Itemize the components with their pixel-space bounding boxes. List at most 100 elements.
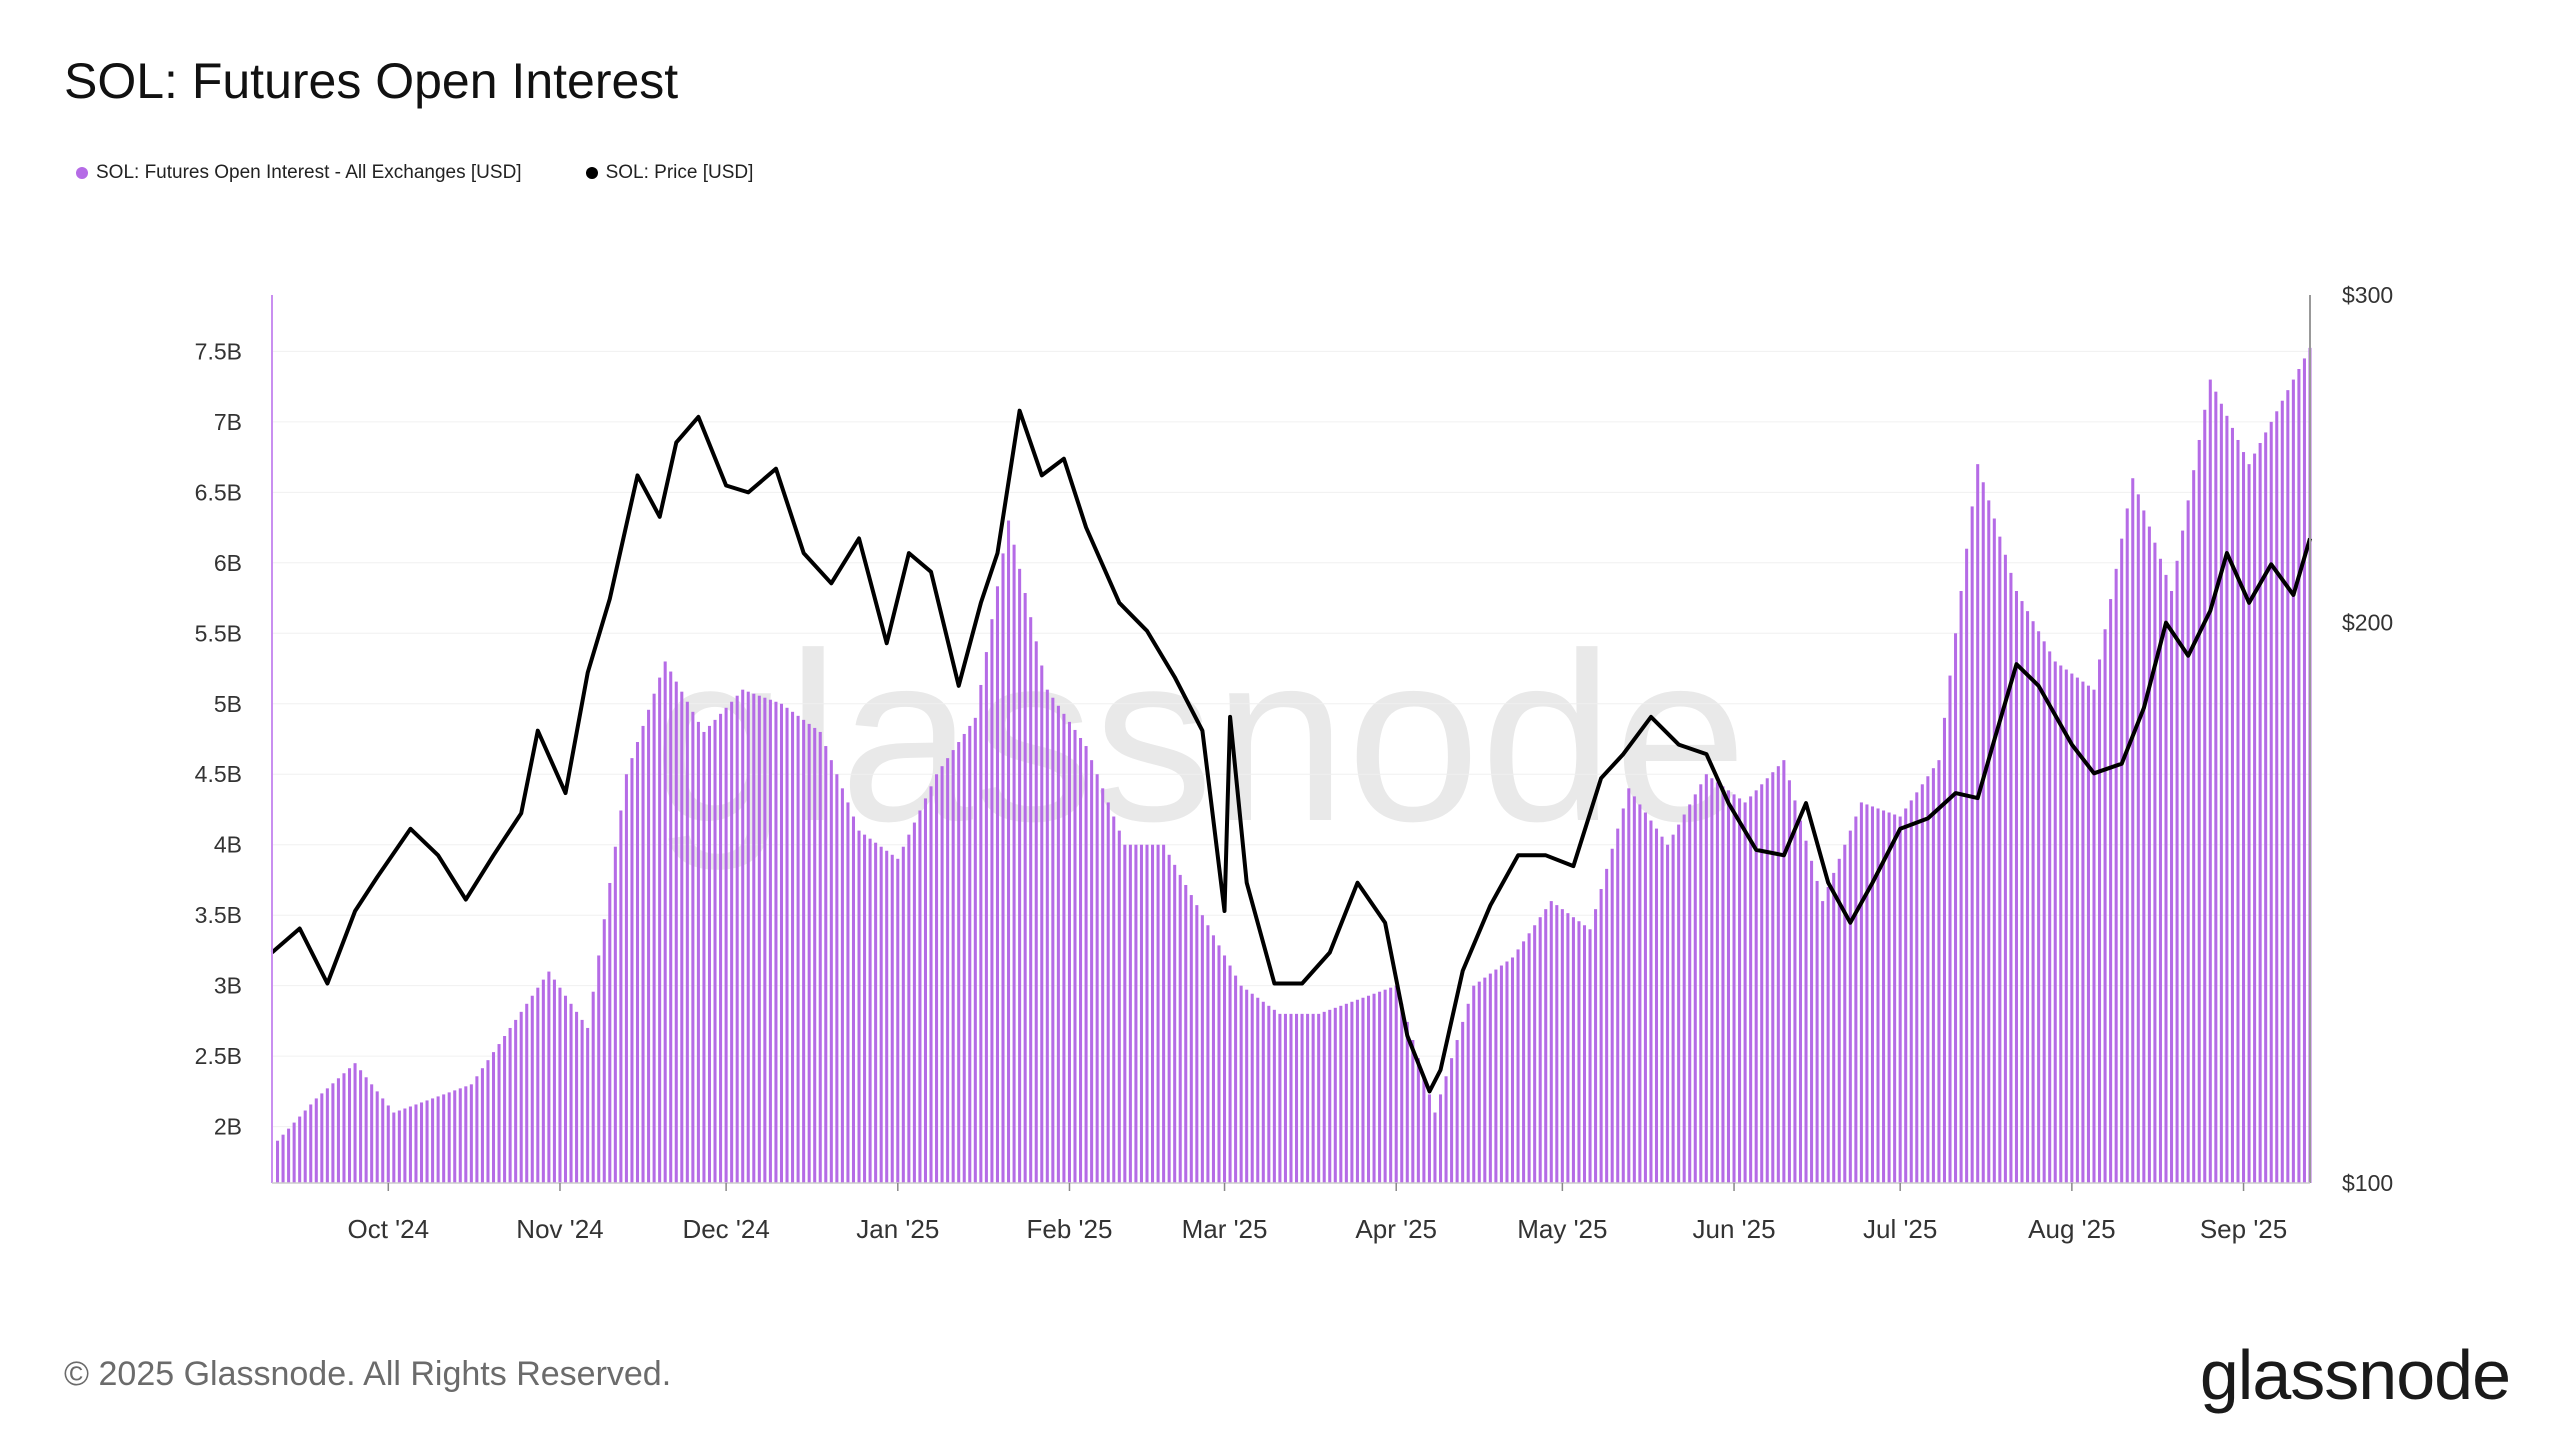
open-interest-bar [431,1098,435,1183]
price-line [270,408,2312,1094]
open-interest-bar [685,701,689,1183]
open-interest-bar [1660,836,1664,1183]
open-interest-bar [890,854,894,1183]
open-interest-bar [1832,872,1836,1183]
open-interest-bar [746,691,750,1183]
open-interest-bar [419,1102,424,1183]
open-interest-bar [696,721,700,1183]
x-tick-label: Mar '25 [1182,1214,1268,1244]
open-interest-bar [868,838,872,1183]
open-interest-bar [935,774,939,1183]
open-interest-bar [1754,790,1758,1183]
open-interest-bar [347,1068,352,1183]
open-interest-bar [1505,961,1509,1183]
open-interest-bar [1466,1003,1470,1183]
open-interest-bar [1643,812,1647,1183]
open-interest-bar [359,1070,363,1183]
open-interest-bar [425,1100,429,1183]
open-interest-bar [1361,997,1365,1183]
open-interest-bar [1987,500,1991,1183]
open-interest-bar [1738,798,1742,1183]
open-interest-bar [901,846,905,1183]
open-interest-bar [885,850,889,1183]
open-interest-bar [558,987,562,1183]
open-interest-bar [1333,1007,1337,1183]
open-interest-bar [1920,784,1924,1183]
x-tick-label: Oct '24 [348,1214,430,1244]
open-interest-bar [1527,933,1531,1183]
open-interest-bar [508,1027,512,1183]
y-left-tick-label: 2B [214,1114,242,1140]
open-interest-bar [707,725,712,1183]
open-interest-bar [1909,800,1913,1183]
open-interest-bar [1771,772,1775,1183]
open-interest-bar [1599,889,1603,1183]
open-interest-bar [2109,599,2113,1183]
open-interest-bar [386,1105,390,1183]
open-interest-bar [1184,884,1188,1183]
open-interest-bar [1389,987,1393,1183]
open-interest-bar [702,731,706,1183]
y-left-tick-label: 6.5B [195,479,242,505]
x-tick-label: Apr '25 [1355,1214,1437,1244]
open-interest-bar [796,715,800,1183]
open-interest-bar [1566,913,1570,1183]
open-interest-bar [1726,790,1731,1183]
legend-label-open-interest: SOL: Futures Open Interest - All Exchang… [96,162,522,183]
open-interest-bar [1533,925,1537,1183]
open-interest-bar [1223,955,1227,1183]
open-interest-bar [370,1084,374,1183]
open-interest-bar [336,1078,340,1183]
open-interest-bar [1112,816,1116,1183]
x-tick-label: Feb '25 [1027,1214,1113,1244]
open-interest-bar [1654,828,1659,1183]
open-interest-bar [929,786,933,1183]
chart-watermark: glassnode [653,603,1747,871]
open-interest-bar [1195,905,1199,1183]
open-interest-bar [2120,538,2124,1183]
open-interest-bar [1007,520,1011,1183]
open-interest-bar [1821,901,1825,1183]
open-interest-bar [1721,786,1725,1183]
open-interest-bar [1798,820,1803,1183]
open-interest-bar [1510,957,1515,1183]
open-interest-bar [530,995,534,1183]
open-interest-bar [1405,1021,1409,1183]
open-interest-bar [1594,909,1598,1183]
open-interest-bar [1355,999,1359,1183]
open-interest-bar [1843,844,1847,1183]
open-interest-bar [2142,510,2146,1183]
open-interest-bar [1400,1003,1404,1183]
open-interest-bar [1588,929,1592,1183]
open-interest-bar [724,707,728,1183]
open-interest-bar [2297,369,2301,1183]
y-left-tick-label: 4B [214,832,242,858]
open-interest-bar [2114,568,2118,1183]
open-interest-bar [2170,591,2174,1183]
open-interest-bar [735,695,739,1183]
open-interest-bar [1472,985,1476,1183]
open-interest-bar [813,727,817,1183]
open-interest-bar [353,1063,357,1183]
open-interest-bar [713,719,717,1183]
open-interest-bar [1378,991,1382,1183]
open-interest-bar [2236,439,2240,1183]
legend-item-price[interactable]: SOL: Price [USD] [585,162,753,184]
legend-item-open-interest[interactable]: SOL: Futures Open Interest - All Exchang… [76,162,522,184]
open-interest-bar [807,723,811,1183]
open-interest-bar [2280,400,2284,1183]
open-interest-bar [608,882,612,1183]
open-interest-bar [1743,802,1747,1183]
open-interest-bar [447,1092,451,1183]
open-interest-bar [2164,574,2168,1183]
x-tick-label: Jun '25 [1693,1214,1776,1244]
open-interest-bar [2086,685,2090,1183]
open-interest-bar [408,1106,412,1183]
open-interest-bar [2026,611,2030,1183]
open-interest-bar [453,1090,457,1183]
open-interest-bar [1029,617,1033,1183]
open-interest-bar [1206,925,1210,1183]
open-interest-bar [1704,774,1708,1183]
open-interest-bar [547,971,551,1183]
